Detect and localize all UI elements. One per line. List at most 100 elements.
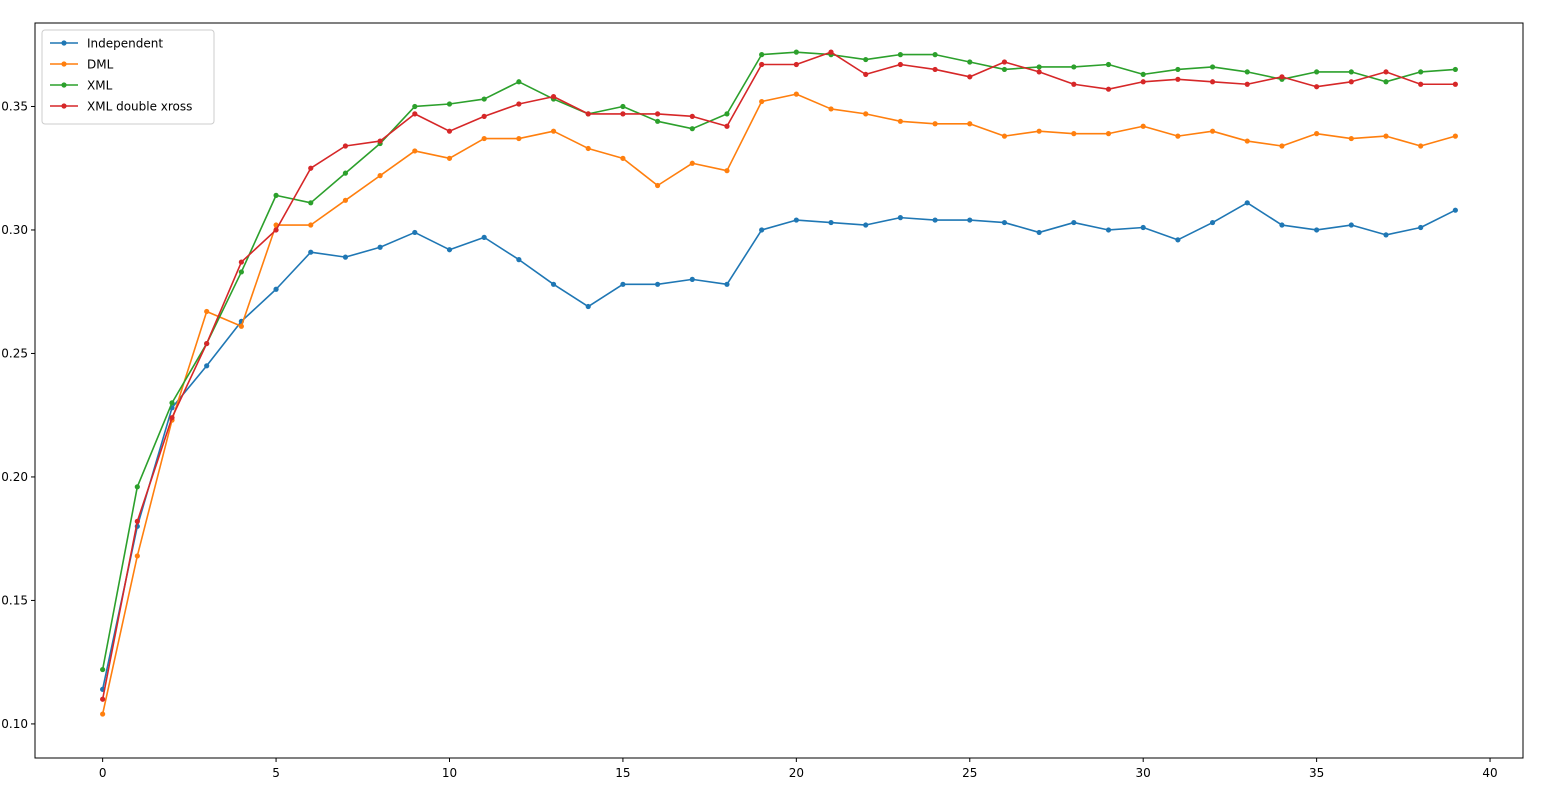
- data-point: [759, 52, 765, 58]
- data-point: [1383, 79, 1389, 85]
- x-tick-label: 10: [442, 766, 457, 780]
- data-point: [342, 197, 349, 203]
- legend-label: XML: [87, 79, 113, 93]
- data-point: [759, 61, 765, 68]
- data-point: [134, 484, 140, 490]
- data-point: [412, 229, 418, 236]
- data-point: [1001, 59, 1008, 65]
- data-point: [967, 74, 973, 80]
- x-tick-label: 25: [962, 766, 977, 780]
- data-point: [1418, 81, 1424, 87]
- data-point: [481, 135, 487, 142]
- data-point: [1175, 237, 1181, 243]
- data-point: [238, 259, 244, 265]
- data-point: [620, 111, 626, 117]
- data-point: [689, 113, 695, 119]
- data-point: [342, 143, 349, 149]
- data-point: [1314, 69, 1320, 75]
- data-point: [1071, 64, 1077, 70]
- data-point: [550, 128, 557, 134]
- data-point: [828, 106, 834, 112]
- x-tick-label: 15: [615, 766, 630, 780]
- data-point: [1209, 64, 1216, 70]
- data-point: [550, 93, 557, 100]
- data-point: [897, 61, 903, 68]
- data-point: [1175, 76, 1181, 82]
- data-point: [342, 170, 349, 176]
- data-point: [932, 217, 938, 223]
- data-point: [412, 148, 418, 154]
- data-point: [1279, 143, 1285, 149]
- series-dml: [100, 91, 1458, 717]
- x-tick-label: 20: [789, 766, 804, 780]
- data-point: [1036, 64, 1042, 70]
- data-point: [342, 254, 349, 260]
- data-point: [863, 56, 869, 63]
- data-point: [689, 160, 695, 166]
- legend-item: XML: [50, 79, 113, 93]
- data-point: [238, 323, 244, 329]
- data-point: [967, 217, 973, 223]
- data-point: [1175, 133, 1181, 139]
- series-xml: [100, 49, 1458, 673]
- series-xml-double-xross: [100, 49, 1458, 702]
- data-point: [1279, 74, 1285, 80]
- data-point: [724, 281, 730, 287]
- data-point: [793, 217, 799, 223]
- data-point: [724, 168, 730, 174]
- series-line: [101, 93, 1456, 715]
- data-point: [828, 219, 834, 226]
- y-tick-label: 0.25: [1, 346, 28, 360]
- y-tick-label: 0.30: [1, 223, 28, 237]
- data-point: [1036, 128, 1042, 134]
- data-point: [1418, 69, 1424, 75]
- data-point: [516, 101, 522, 107]
- data-point: [863, 111, 869, 117]
- data-point: [204, 308, 210, 315]
- data-point: [1244, 81, 1250, 87]
- data-point: [1140, 224, 1146, 231]
- data-point: [655, 281, 661, 287]
- data-point: [377, 173, 383, 179]
- y-tick-label: 0.15: [1, 593, 28, 607]
- data-point: [446, 247, 453, 253]
- data-point: [1001, 66, 1008, 73]
- data-point: [134, 553, 140, 559]
- data-point: [1452, 81, 1458, 87]
- data-point: [550, 281, 557, 287]
- data-point: [828, 49, 834, 55]
- data-point: [308, 222, 314, 228]
- data-point: [897, 215, 903, 221]
- data-point: [1348, 222, 1354, 228]
- data-point: [1452, 66, 1458, 73]
- data-point: [308, 165, 314, 171]
- data-point: [585, 111, 591, 117]
- x-tick-label: 35: [1309, 766, 1324, 780]
- data-point: [1348, 135, 1354, 142]
- data-point: [1105, 61, 1112, 68]
- legend-box: [41, 29, 215, 125]
- data-point: [169, 400, 175, 406]
- series-line: [101, 51, 1456, 670]
- data-point: [446, 101, 453, 107]
- data-point: [1209, 219, 1216, 226]
- legend-swatch-marker: [61, 82, 67, 88]
- data-point: [932, 66, 938, 73]
- data-point: [308, 249, 314, 255]
- data-point: [1244, 138, 1250, 144]
- data-point: [412, 111, 418, 117]
- data-point: [793, 49, 799, 55]
- data-point: [1209, 128, 1216, 134]
- legend-label: DML: [87, 58, 114, 72]
- data-point: [1001, 133, 1008, 139]
- data-point: [1418, 143, 1424, 149]
- data-point: [1105, 131, 1112, 137]
- legend-label: XML double xross: [87, 100, 192, 114]
- series-line: [101, 202, 1456, 690]
- data-point: [620, 155, 626, 161]
- data-point: [689, 126, 695, 132]
- data-point: [863, 71, 869, 77]
- data-point: [516, 257, 522, 263]
